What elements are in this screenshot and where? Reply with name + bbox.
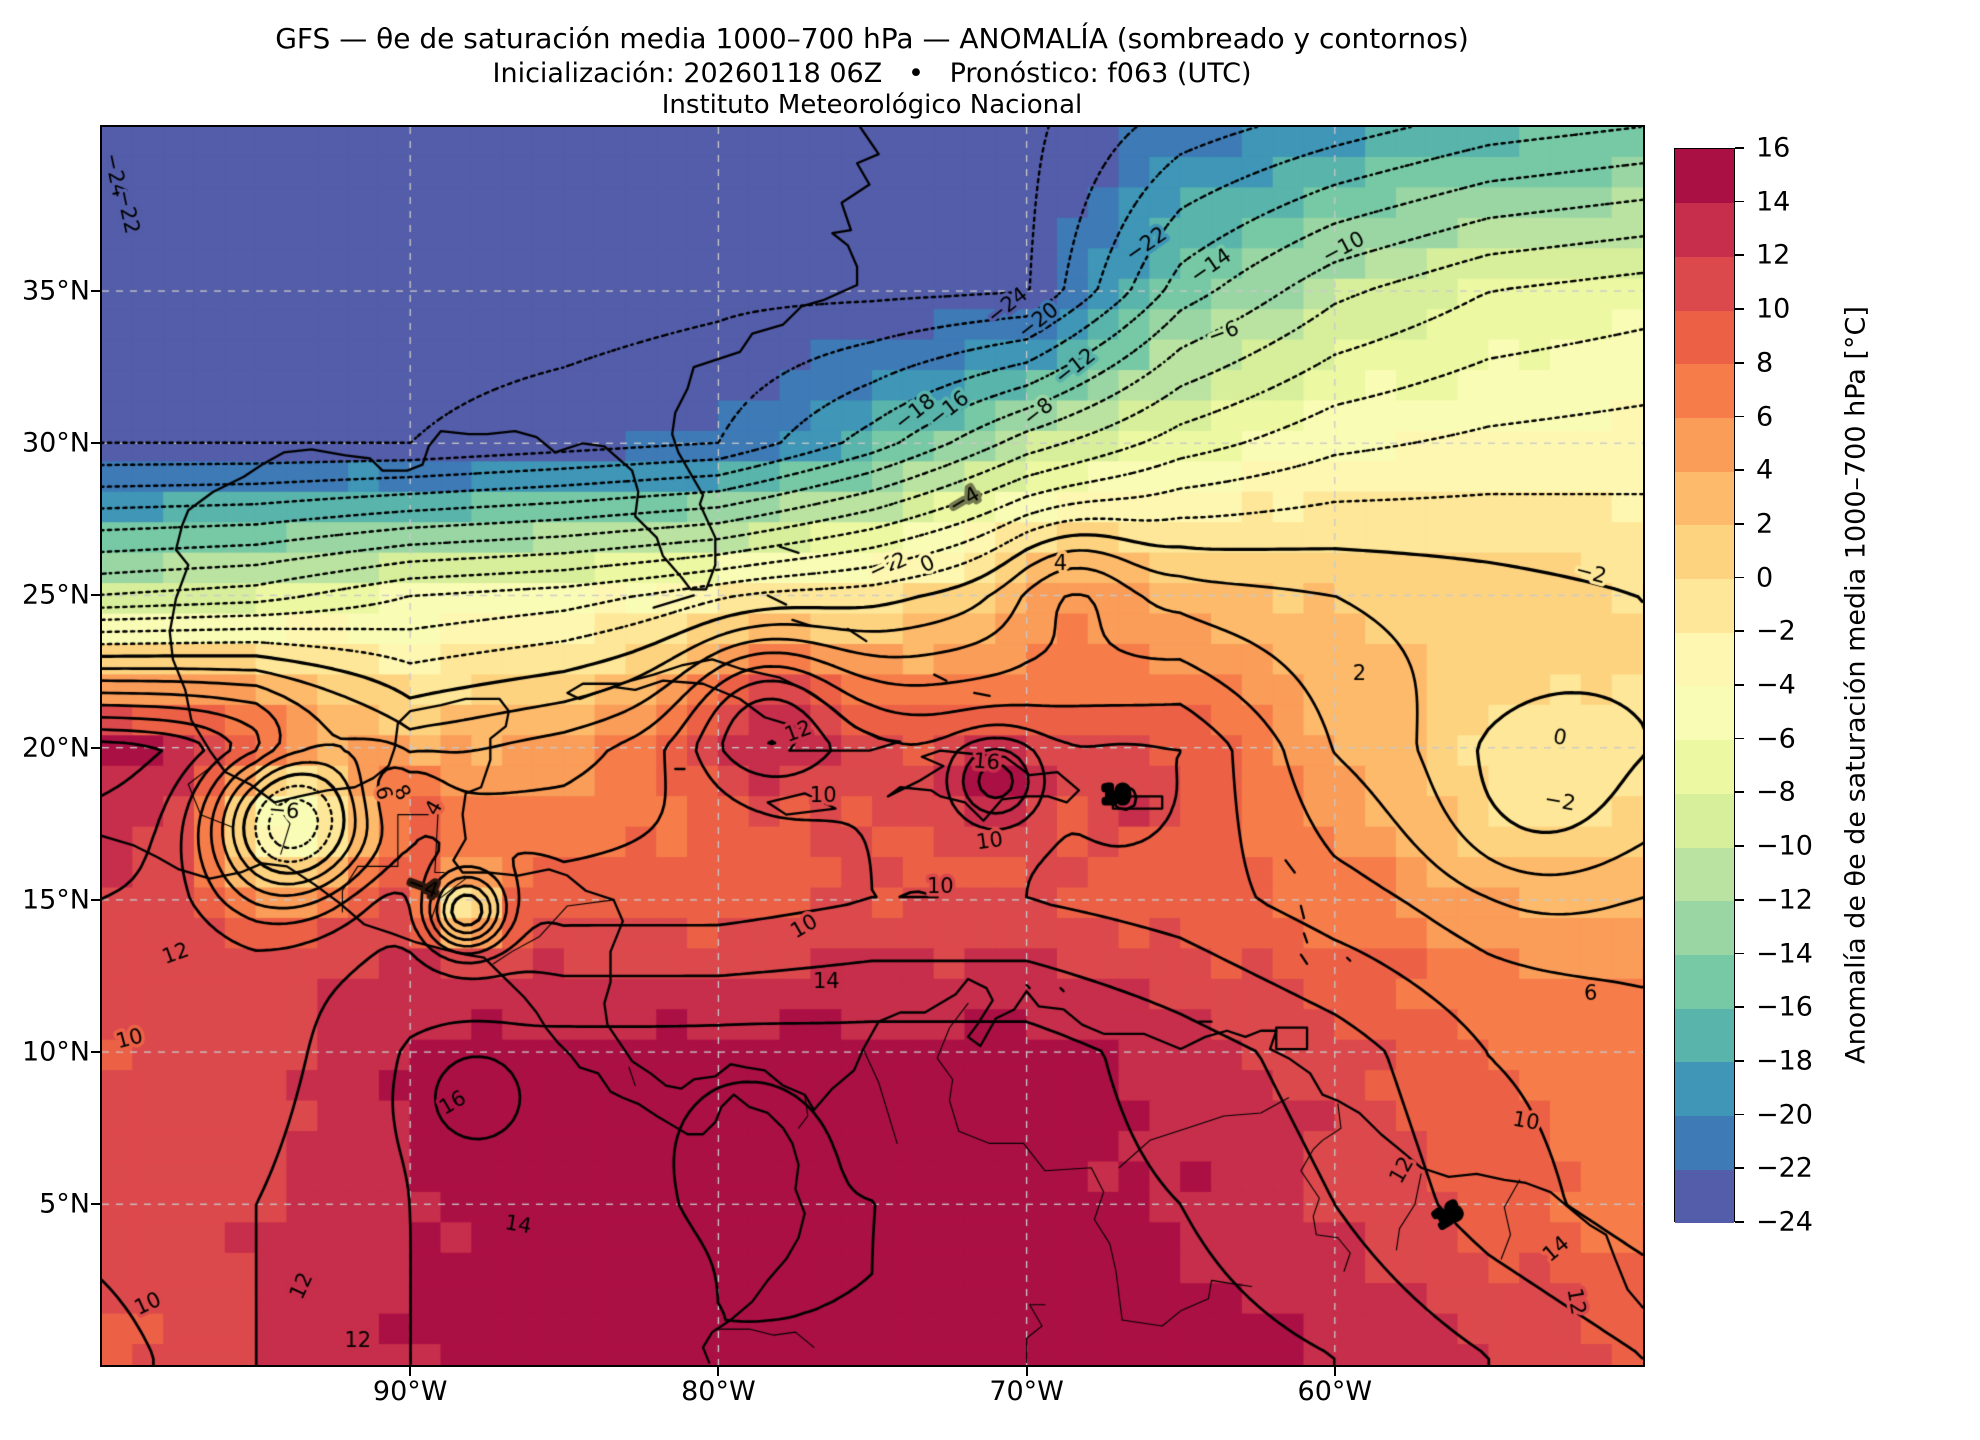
colorbar-tick-mark [1735, 845, 1744, 847]
colorbar-tick-mark [1735, 952, 1744, 955]
y-tick-label: 20°N [21, 732, 90, 764]
colorbar-tick-mark [1735, 737, 1744, 740]
colorbar-tick-label: −2 [1756, 615, 1796, 647]
colorbar-tick-label: −16 [1756, 991, 1813, 1023]
colorbar-tick-label: 0 [1756, 562, 1774, 594]
colorbar-tick-mark [1735, 684, 1744, 686]
colorbar-tick-mark [1735, 1059, 1744, 1062]
y-tick-label: 30°N [21, 427, 90, 459]
colorbar-tick-mark [1735, 576, 1744, 579]
colorbar-tick-label: 14 [1756, 186, 1791, 218]
colorbar-tick-mark [1735, 791, 1744, 794]
colorbar-tick-label: −4 [1756, 669, 1796, 701]
y-tick-label: 5°N [39, 1188, 90, 1220]
y-tick-label: 10°N [21, 1036, 90, 1068]
colorbar-tick-mark [1735, 308, 1744, 310]
y-tick-mark [91, 898, 100, 901]
colorbar-tick-label: 12 [1756, 239, 1791, 271]
colorbar-tick-label: 4 [1756, 454, 1774, 486]
colorbar-band [1675, 1168, 1734, 1224]
x-tick-mark [1333, 1367, 1336, 1376]
colorbar-tick-mark [1735, 1006, 1744, 1008]
x-tick-label: 70°W [989, 1376, 1064, 1407]
colorbar-tick-label: −12 [1756, 884, 1813, 916]
colorbar-tick-mark [1735, 415, 1744, 418]
colorbar-axis-label: Anomalía de θe de saturación media 1000–… [1840, 306, 1872, 1064]
colorbar-band [1675, 954, 1734, 1009]
colorbar-tick-label: −6 [1756, 723, 1796, 755]
y-tick-mark [91, 442, 100, 445]
y-tick-mark [91, 290, 100, 293]
colorbar-tick-mark [1735, 1167, 1744, 1170]
colorbar-tick-label: 2 [1756, 508, 1774, 540]
colorbar-tick-label: 10 [1756, 293, 1791, 325]
colorbar-tick-mark [1735, 630, 1744, 633]
colorbar-tick-label: 6 [1756, 401, 1774, 432]
colorbar-tick-label: −22 [1756, 1152, 1813, 1184]
colorbar-tick-label: 8 [1756, 347, 1774, 379]
chart-subtitle: Inicialización: 20260118 06Z • Pronóstic… [492, 58, 1252, 89]
map-axes [100, 125, 1645, 1367]
y-tick-mark [91, 594, 100, 597]
colorbar-band [1675, 470, 1734, 526]
colorbar-band [1675, 1061, 1734, 1117]
colorbar-tick-label: −20 [1756, 1099, 1813, 1131]
colorbar-band [1675, 202, 1734, 257]
colorbar-band [1675, 1007, 1734, 1063]
colorbar-band [1675, 524, 1734, 580]
x-tick-label: 90°W [372, 1376, 448, 1407]
colorbar-tick-mark [1735, 522, 1744, 525]
colorbar-tick-mark [1735, 254, 1744, 257]
x-tick-mark [409, 1367, 412, 1376]
colorbar-band [1675, 631, 1734, 687]
colorbar-tick-label: −8 [1756, 776, 1796, 808]
colorbar-tick-mark [1735, 898, 1744, 901]
colorbar-band [1675, 417, 1734, 472]
y-tick-label: 15°N [21, 884, 90, 916]
colorbar-tick-mark [1735, 147, 1744, 149]
y-tick-label: 25°N [21, 579, 90, 611]
anomaly-map-canvas [102, 127, 1643, 1365]
colorbar-tick-mark [1735, 1221, 1744, 1223]
colorbar-tick-mark [1735, 1113, 1744, 1116]
colorbar-band [1675, 900, 1734, 955]
colorbar-band [1675, 792, 1734, 848]
colorbar-band [1675, 685, 1734, 741]
y-tick-mark [91, 1203, 100, 1206]
x-tick-mark [717, 1367, 720, 1376]
colorbar-band [1675, 363, 1734, 418]
colorbar-tick-label: −10 [1756, 830, 1813, 862]
colorbar-band [1675, 255, 1734, 311]
colorbar-tick-mark [1735, 200, 1744, 203]
y-tick-label: 35°N [21, 275, 90, 307]
colorbar [1674, 148, 1735, 1224]
colorbar-band [1675, 578, 1734, 633]
x-tick-label: 60°W [1297, 1376, 1373, 1407]
colorbar-tick-mark [1735, 469, 1744, 471]
x-tick-mark [1025, 1367, 1028, 1376]
colorbar-tick-label: −18 [1756, 1045, 1813, 1077]
y-tick-mark [91, 1051, 100, 1054]
colorbar-band [1675, 1115, 1734, 1170]
colorbar-tick-label: 16 [1756, 132, 1791, 164]
colorbar-band [1675, 846, 1734, 902]
chart-institution: Instituto Meteorológico Nacional [661, 90, 1083, 120]
x-tick-label: 80°W [681, 1376, 756, 1407]
y-tick-mark [91, 746, 100, 749]
page-title: GFS — θe de saturación media 1000–700 hP… [275, 22, 1469, 55]
colorbar-band [1675, 739, 1734, 794]
colorbar-tick-label: −14 [1756, 938, 1813, 969]
colorbar-tick-mark [1735, 361, 1744, 364]
colorbar-band [1675, 148, 1734, 204]
colorbar-band [1675, 309, 1734, 365]
colorbar-tick-label: −24 [1756, 1206, 1813, 1238]
